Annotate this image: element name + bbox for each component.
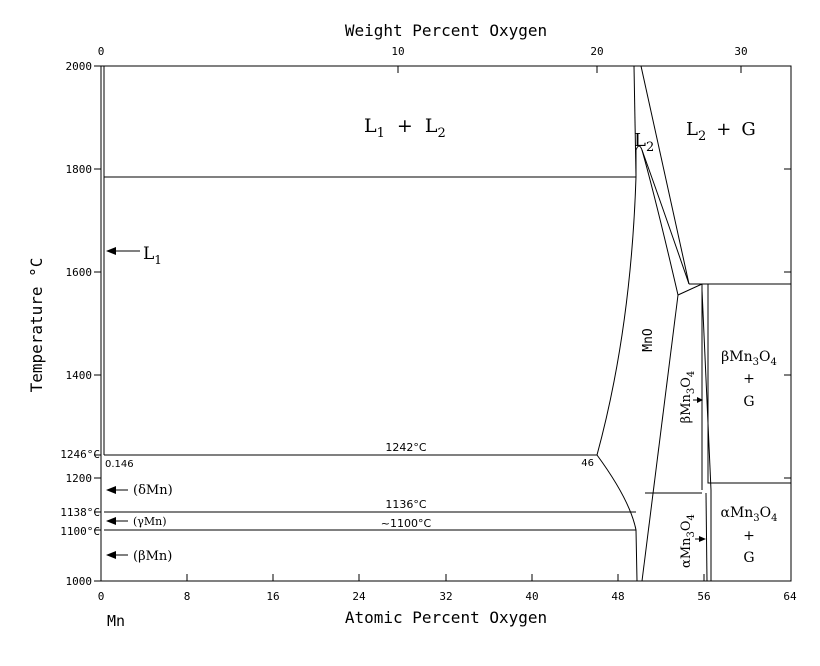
mno-liquidus [596, 176, 637, 456]
region-g: G [743, 394, 754, 410]
bottom-tick-label: 8 [184, 590, 191, 603]
bottom-tick-label: 24 [352, 590, 366, 603]
region-plus: + [743, 371, 755, 387]
left-tick-label: 1200 [66, 472, 93, 485]
left-special-tick: 1138°C [60, 506, 100, 519]
top-tick-label: 30 [734, 45, 747, 58]
phase-beta-mn: (βMn) [133, 549, 172, 564]
bottom-axis-title: Atomic Percent Oxygen [345, 608, 547, 627]
left-phase-labels: (δMn) (γMn) (βMn) [133, 483, 173, 564]
bottom-tick-labels: 0 8 16 24 32 40 48 56 64 [98, 590, 797, 603]
top-tick-label: 20 [590, 45, 603, 58]
phase-gamma-mn: (γMn) [133, 515, 167, 528]
left-special-tick: 1100°C [60, 525, 100, 538]
region-l2-g: L2 + G [686, 119, 756, 144]
region-beta-mn3o4: βMn3O4 [679, 371, 697, 424]
label-46: 46 [581, 458, 594, 469]
mno-solvus [596, 454, 638, 582]
label-1100: ~1100°C [381, 517, 432, 530]
region-label: L1 + L2 [364, 115, 446, 141]
left-tick-label: 1800 [66, 163, 93, 176]
line-upper-mn3o4 [677, 283, 791, 296]
top-tick-label: 10 [391, 45, 404, 58]
component-mn-label: Mn [107, 612, 125, 630]
region-beta-mn3o4-g: βMn3O4 + G [721, 349, 777, 410]
bottom-tick-label: 56 [697, 590, 710, 603]
mno-right-boundary [641, 294, 679, 582]
phase-boundaries [103, 65, 791, 582]
bottom-axis-ticks [186, 574, 705, 581]
beta-mn3o4-gamma [701, 289, 712, 491]
label-1136: 1136°C [385, 498, 426, 511]
top-axis-ticks [397, 66, 742, 73]
region-alpha-mn3o4: αMn3O4 [679, 514, 697, 568]
region-l1: L1 [143, 244, 162, 267]
l2-gas-boundary [640, 65, 690, 285]
bottom-tick-label: 64 [783, 590, 797, 603]
temperature-annotations: 1242°C 1136°C ~1100°C [381, 441, 432, 530]
alpha-left [705, 492, 708, 582]
region-g: G [743, 550, 754, 566]
bottom-tick-label: 40 [525, 590, 538, 603]
left-arrows [106, 247, 706, 559]
left-axis-title: Temperature °C [27, 258, 46, 393]
right-axis-ticks [784, 168, 791, 479]
region-mno: MnO [641, 328, 656, 352]
region-l1-l2: L1 + L2 [364, 115, 446, 141]
bottom-tick-label: 0 [98, 590, 105, 603]
left-axis-ticks [94, 65, 101, 582]
region-plus: + [743, 528, 755, 544]
plot-frame [100, 65, 792, 582]
left-tick-label: 2000 [66, 60, 93, 73]
region-label: αMn3O4 [720, 505, 777, 524]
region-label: βMn3O4 [721, 349, 777, 368]
label-1242: 1242°C [385, 441, 426, 454]
left-tick-label: 1400 [66, 369, 93, 382]
top-axis-title: Weight Percent Oxygen [345, 21, 547, 40]
label-0146: 0.146 [105, 459, 134, 470]
left-special-tick: 1246°C [60, 448, 100, 461]
bottom-tick-label: 48 [611, 590, 624, 603]
region-alpha-mn3o4-g: αMn3O4 + G [720, 505, 777, 566]
top-tick-label: 0 [98, 45, 105, 58]
region-l2: L2 [634, 130, 654, 155]
top-tick-labels: 0 10 20 30 [98, 45, 748, 58]
l2-dome [635, 145, 679, 296]
l2-dome-inner [641, 149, 690, 285]
phase-delta-mn: (δMn) [133, 483, 173, 498]
bottom-tick-label: 32 [439, 590, 452, 603]
bottom-tick-label: 16 [266, 590, 279, 603]
left-tick-label: 1600 [66, 266, 93, 279]
left-tick-label: 1000 [66, 575, 93, 588]
left-tick-labels: 2000 1800 1600 1400 1200 1000 1246°C 113… [60, 60, 100, 588]
